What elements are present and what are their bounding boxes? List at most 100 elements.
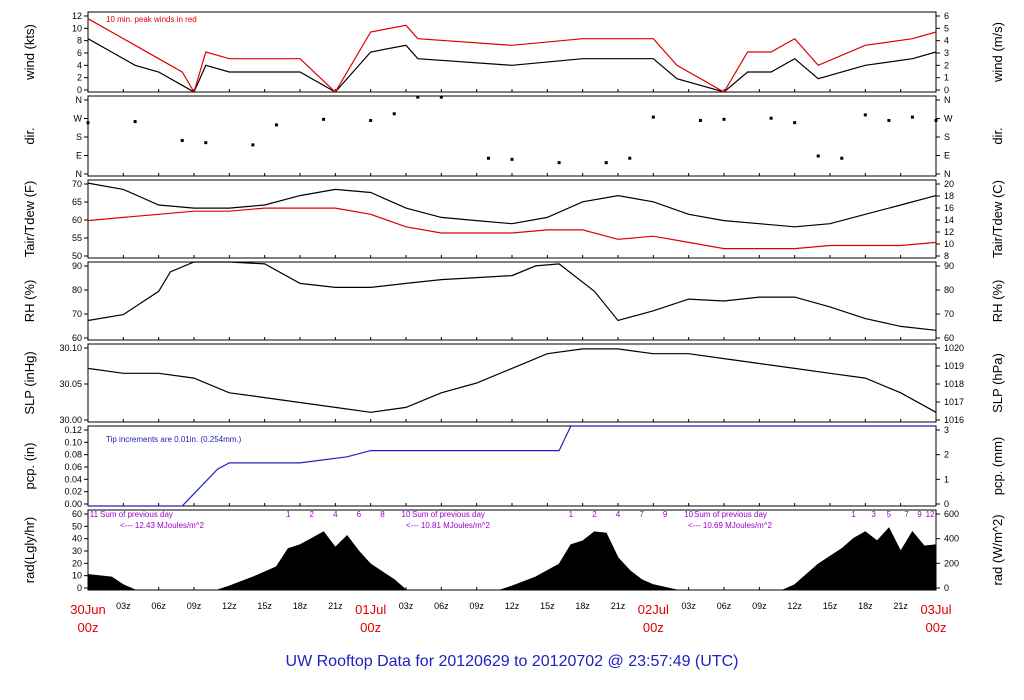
radiation-annotation: 7 xyxy=(639,510,644,519)
hour-label: 21z xyxy=(611,601,626,611)
left-tick-label: 65 xyxy=(72,197,82,207)
left-tick-label: 30.10 xyxy=(59,343,82,353)
right-tick-label: 400 xyxy=(944,534,959,544)
radiation-annotation: <--- 12.43 MJoules/m^2 xyxy=(120,521,205,530)
radiation-annotation: 8 xyxy=(380,510,385,519)
left-tick-label: 6 xyxy=(77,48,82,58)
right-axis-label: rad (W/m^2) xyxy=(990,514,1005,585)
radiation-annotation: 10 xyxy=(684,510,693,519)
direction-point xyxy=(604,161,608,165)
right-tick-label: 1019 xyxy=(944,361,964,371)
direction-point xyxy=(86,121,90,125)
left-tick-label: N xyxy=(76,95,83,105)
left-axis-label: RH (%) xyxy=(22,280,37,323)
right-tick-label: N xyxy=(944,95,951,105)
left-axis-label: Tair/Tdew (F) xyxy=(22,181,37,258)
hour-label: 21z xyxy=(893,601,908,611)
left-tick-label: 0.00 xyxy=(64,499,82,509)
left-axis-label: wind (kts) xyxy=(22,24,37,81)
direction-point xyxy=(486,156,490,160)
left-tick-label: 40 xyxy=(72,534,82,544)
right-axis-label: dir. xyxy=(990,127,1005,144)
right-tick-label: 12 xyxy=(944,227,954,237)
left-axis-label: rad(Lgly/hr) xyxy=(22,517,37,583)
right-tick-label: 0 xyxy=(944,499,949,509)
left-tick-label: 50 xyxy=(72,521,82,531)
right-tick-label: E xyxy=(944,151,950,161)
panel-frame xyxy=(87,179,937,259)
left-tick-label: 0.08 xyxy=(64,450,82,460)
hour-label: 06z xyxy=(151,601,166,611)
right-tick-label: 70 xyxy=(944,309,954,319)
right-tick-label: 1020 xyxy=(944,343,964,353)
left-tick-label: 60 xyxy=(72,509,82,519)
panel-precipitation: pcp. (in) pcp. (mm) 0.00 0.02 0.04 0.06 0.08 0.… xyxy=(22,425,1005,509)
hour-label: 09z xyxy=(469,601,484,611)
direction-point xyxy=(910,115,914,119)
left-tick-label: 0.06 xyxy=(64,462,82,472)
date-hour-label: 00z xyxy=(360,620,381,635)
hour-label: 18z xyxy=(575,601,590,611)
left-tick-label: 70 xyxy=(72,309,82,319)
left-tick-label: 0.10 xyxy=(64,437,82,447)
date-hour-label: 00z xyxy=(78,620,99,635)
direction-point xyxy=(274,123,278,127)
date-label: 02Jul xyxy=(638,602,669,617)
hour-label: 18z xyxy=(293,601,308,611)
left-tick-label: E xyxy=(76,151,82,161)
radiation-area xyxy=(87,527,937,591)
panel-sea-level-pressure: SLP (inHg) SLP (hPa) 30.00 30.05 30.10 1016 10… xyxy=(22,343,1005,425)
series-line-Tdew xyxy=(87,207,937,250)
left-tick-label: 0.02 xyxy=(64,487,82,497)
radiation-annotation: 4 xyxy=(616,510,621,519)
panel-temperature: Tair/Tdew (F) Tair/Tdew (C) 50 55 60 65 70 8 10 1… xyxy=(22,179,1005,261)
hour-label: 18z xyxy=(858,601,873,611)
right-tick-label: 80 xyxy=(944,285,954,295)
hour-label: 06z xyxy=(434,601,449,611)
right-tick-label: S xyxy=(944,132,950,142)
right-axis-label: pcp. (mm) xyxy=(990,437,1005,496)
hour-label: 12z xyxy=(787,601,802,611)
right-tick-label: 20 xyxy=(944,179,954,189)
direction-point xyxy=(793,121,797,125)
left-tick-label: 30.00 xyxy=(59,415,82,425)
left-tick-label: N xyxy=(76,169,83,179)
radiation-annotation: 1 xyxy=(851,510,856,519)
right-tick-label: 4 xyxy=(944,36,949,46)
right-axis-label: Tair/Tdew (C) xyxy=(990,180,1005,258)
hour-label: 12z xyxy=(505,601,520,611)
right-tick-label: 1 xyxy=(944,474,949,484)
hour-label: 09z xyxy=(752,601,767,611)
hour-label: 12z xyxy=(222,601,237,611)
direction-point xyxy=(887,118,891,122)
left-axis-label: pcp. (in) xyxy=(22,443,37,490)
series-line-RH xyxy=(87,261,937,331)
direction-point xyxy=(816,154,820,158)
direction-point xyxy=(180,138,184,142)
right-tick-label: 0 xyxy=(944,85,949,95)
radiation-annotation: 2 xyxy=(310,510,315,519)
radiation-annotation: <--- 10.69 MJoules/m^2 xyxy=(688,521,773,530)
direction-point xyxy=(392,112,396,116)
radiation-annotation: 7 xyxy=(904,510,909,519)
series-line-SLP xyxy=(87,348,937,413)
right-tick-label: 14 xyxy=(944,215,954,225)
right-tick-label: 2 xyxy=(944,60,949,70)
left-tick-label: 0.12 xyxy=(64,425,82,435)
left-tick-label: 4 xyxy=(77,60,82,70)
left-tick-label: 60 xyxy=(72,333,82,343)
hour-label: 03z xyxy=(399,601,414,611)
right-tick-label: 3 xyxy=(944,425,949,435)
right-tick-label: 600 xyxy=(944,509,959,519)
right-tick-label: W xyxy=(944,114,953,124)
radiation-annotation: 1 xyxy=(286,510,291,519)
radiation-annotation: 2 xyxy=(592,510,597,519)
direction-point xyxy=(557,161,561,165)
hour-label: 09z xyxy=(187,601,202,611)
left-tick-label: 50 xyxy=(72,251,82,261)
left-tick-label: 0 xyxy=(77,583,82,593)
left-tick-label: W xyxy=(74,114,83,124)
radiation-annotation: 9 xyxy=(663,510,668,519)
hour-label: 15z xyxy=(540,601,555,611)
